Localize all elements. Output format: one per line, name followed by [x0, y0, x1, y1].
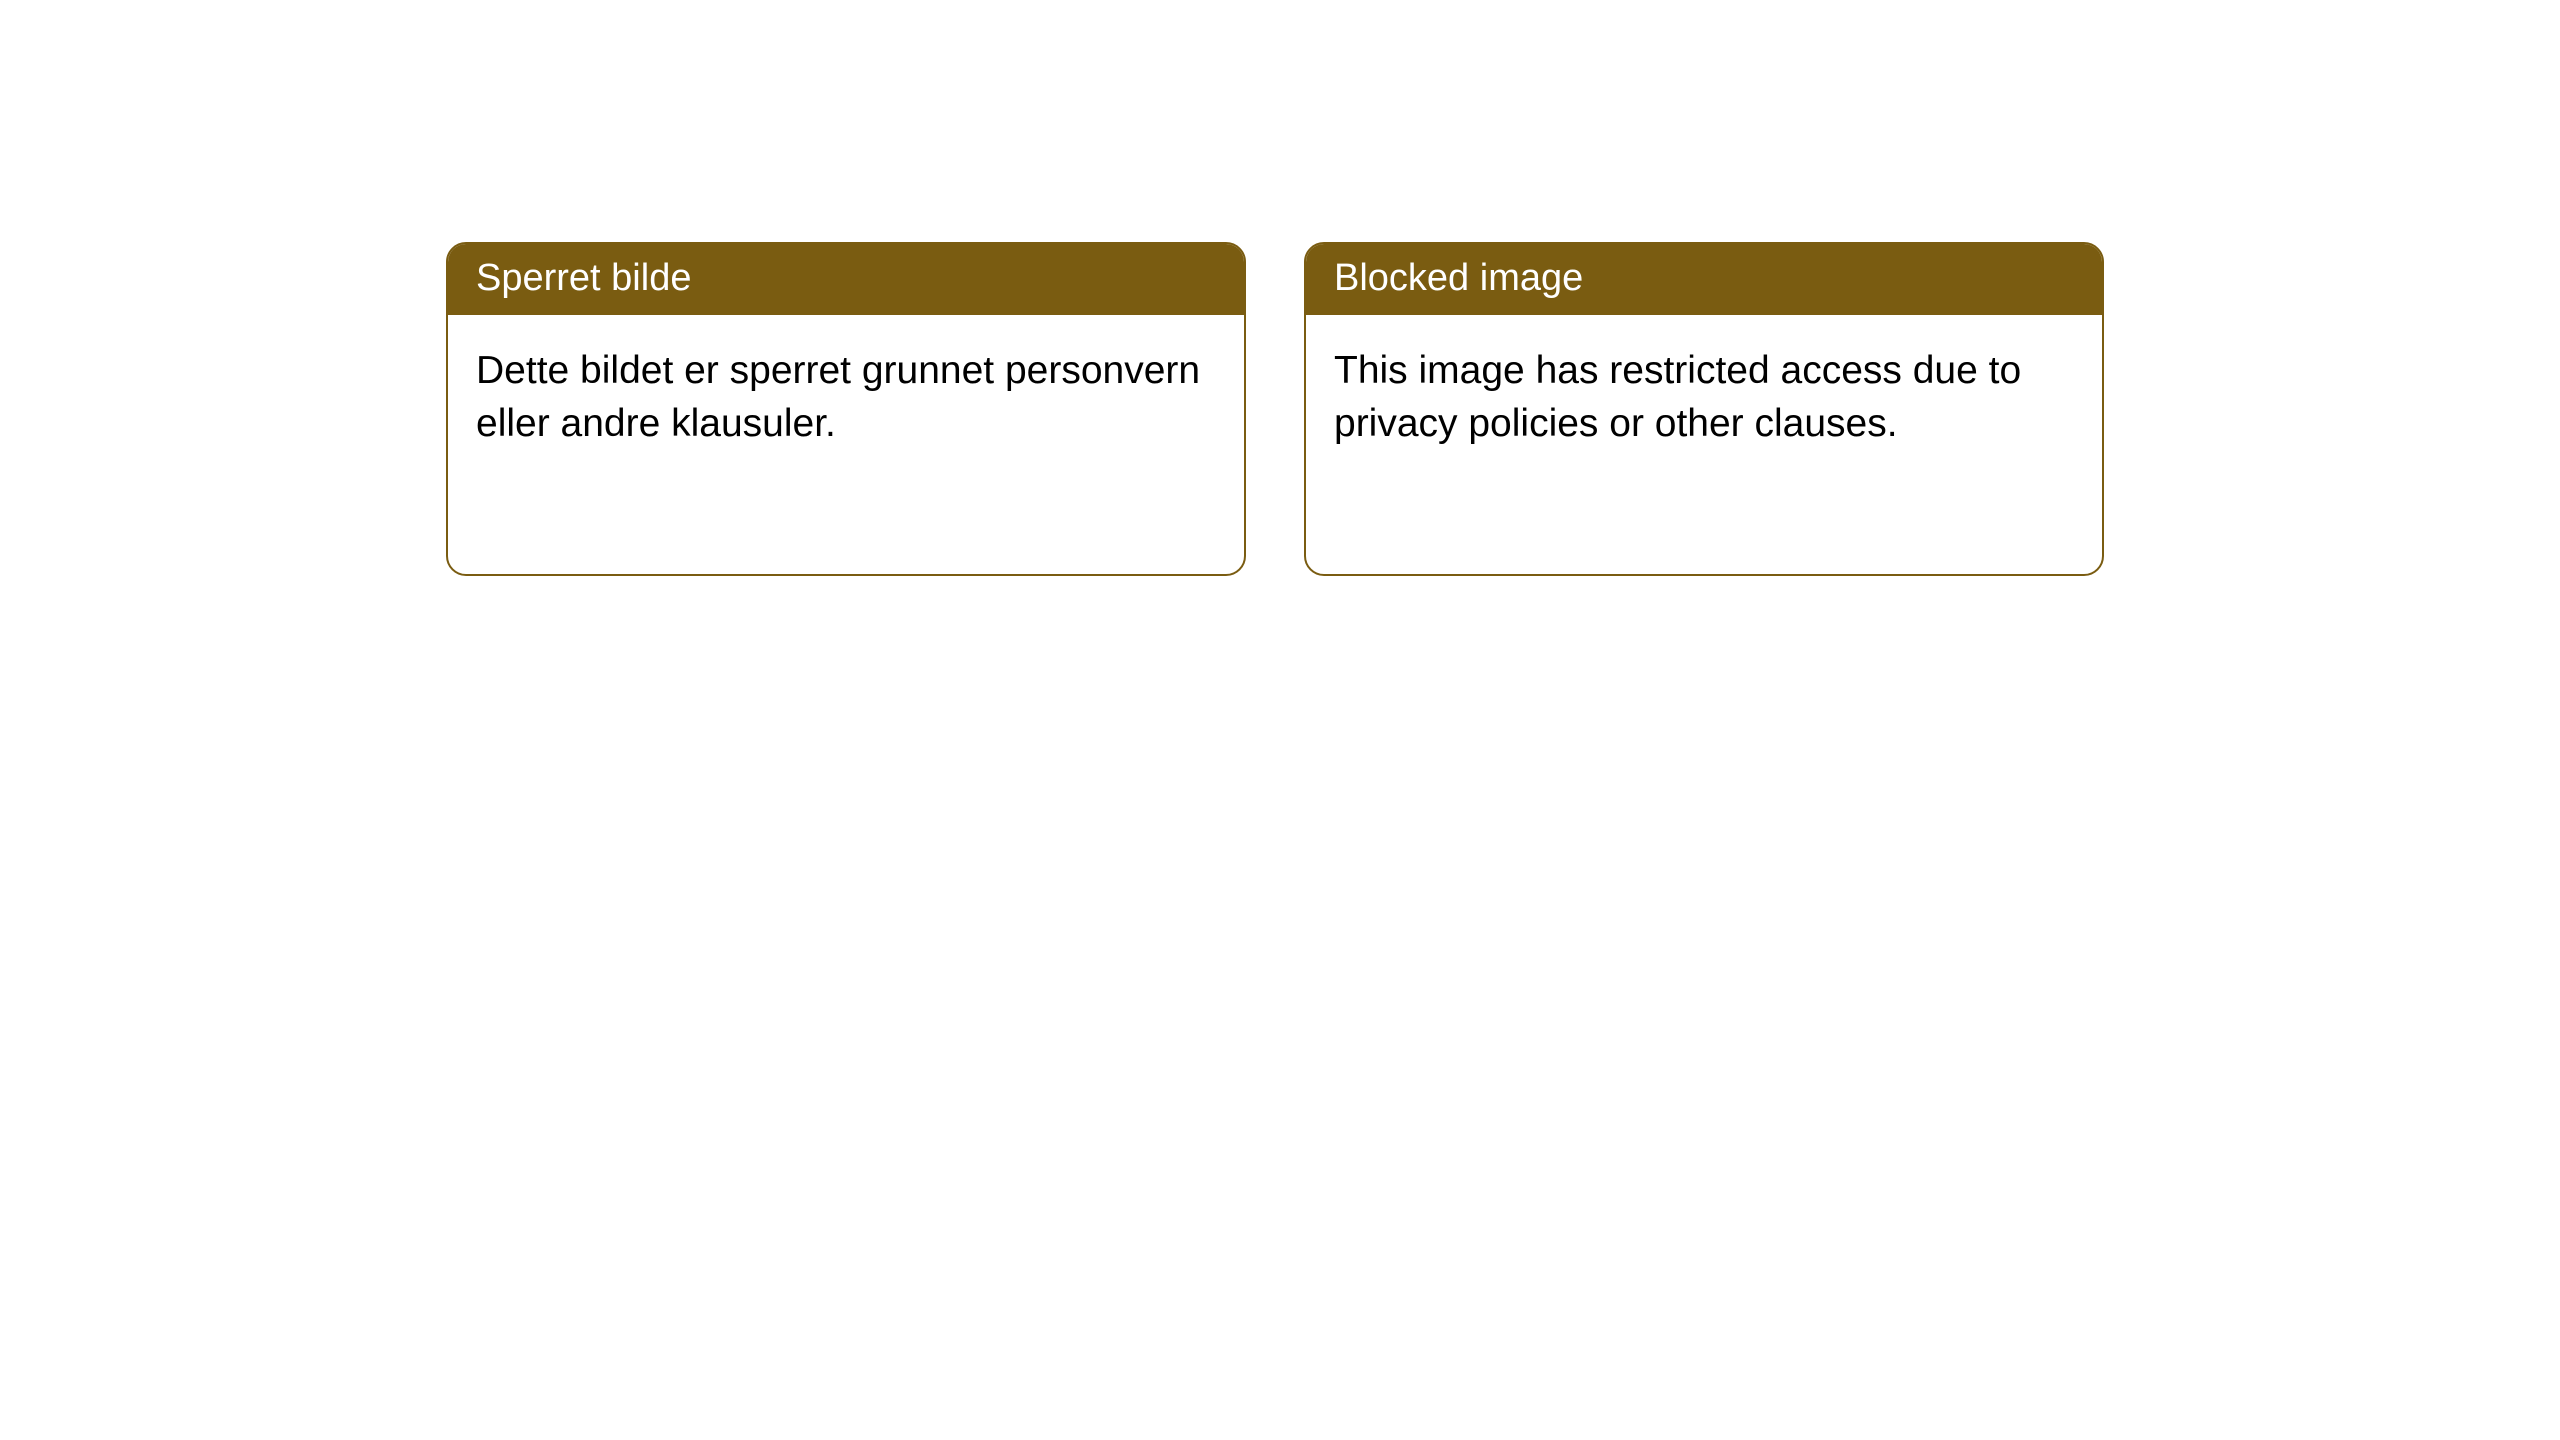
card-header: Sperret bilde [448, 244, 1244, 315]
card-header: Blocked image [1306, 244, 2102, 315]
card-body: Dette bildet er sperret grunnet personve… [448, 315, 1244, 480]
notice-card-english: Blocked image This image has restricted … [1304, 242, 2104, 576]
notice-card-norwegian: Sperret bilde Dette bildet er sperret gr… [446, 242, 1246, 576]
notice-container: Sperret bilde Dette bildet er sperret gr… [446, 242, 2104, 576]
card-body: This image has restricted access due to … [1306, 315, 2102, 480]
